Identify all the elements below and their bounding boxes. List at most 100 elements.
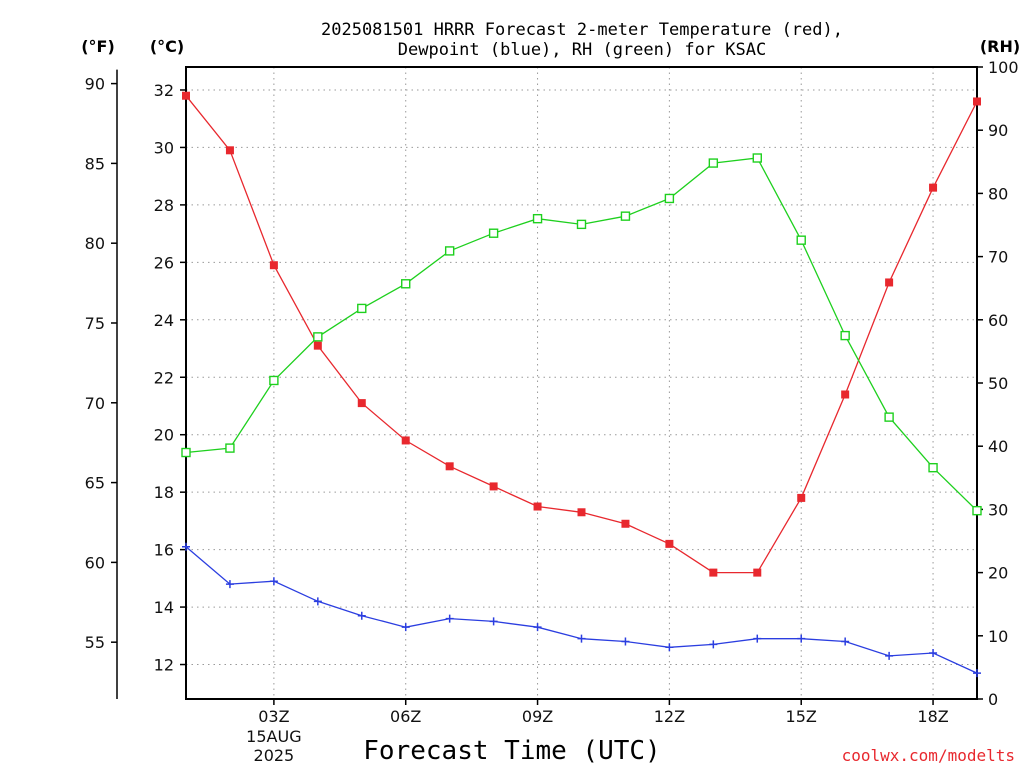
rh-tick-label: 80 — [988, 184, 1008, 203]
dewpoint-point — [489, 617, 498, 626]
temperature-point — [929, 183, 938, 192]
dewpoint-point — [577, 634, 586, 643]
fahrenheit-tick-label: 65 — [85, 474, 105, 493]
rh-series — [181, 153, 982, 516]
dewpoint-point — [973, 669, 981, 678]
fahrenheit-unit-label: (°F) — [81, 37, 115, 56]
x-tick-label: 15Z — [786, 707, 817, 726]
dewpoint-point — [665, 643, 674, 652]
celsius-tick-label: 14 — [154, 598, 174, 617]
temperature-point — [401, 436, 410, 445]
dewpoint-point — [182, 542, 190, 551]
dewpoint-point — [929, 649, 938, 658]
rh-point — [269, 375, 279, 386]
temperature-point — [709, 568, 718, 577]
x-tick-date-label: 15AUG — [246, 727, 301, 746]
fahrenheit-tick-label: 85 — [85, 154, 105, 173]
x-axis-label: Forecast Time (UTC) — [363, 736, 660, 766]
dewpoint-point — [445, 614, 454, 623]
chart-title: 2025081501 HRRR Forecast 2-meter Tempera… — [321, 20, 843, 60]
temperature-point — [621, 519, 630, 528]
fahrenheit-tick-label: 75 — [85, 314, 105, 333]
rh-point — [752, 153, 762, 163]
dewpoint-point — [533, 623, 542, 632]
dewpoint-line — [185, 546, 978, 674]
rh-point — [357, 303, 367, 314]
celsius-tick-label: 22 — [154, 368, 174, 387]
temperature-point — [665, 539, 674, 548]
celsius-tick-label: 24 — [154, 311, 174, 330]
rh-tick-label: 60 — [988, 311, 1008, 330]
celsius-tick-label: 26 — [154, 253, 174, 272]
rh-point — [532, 213, 543, 224]
chart-title-line-1: 2025081501 HRRR Forecast 2-meter Tempera… — [321, 20, 843, 40]
rh-tick-label: 50 — [988, 374, 1008, 393]
celsius-tick-label: 12 — [154, 656, 174, 675]
celsius-tick-label: 16 — [154, 541, 174, 560]
rh-tick-label: 20 — [988, 564, 1008, 583]
temperature-point — [577, 508, 586, 517]
x-tick-label: 12Z — [654, 707, 685, 726]
rh-point — [181, 447, 191, 458]
temperature-point — [797, 493, 806, 502]
rh-tick-label: 90 — [988, 121, 1008, 140]
temperature-point — [357, 399, 366, 408]
fahrenheit-tick-label: 80 — [85, 234, 105, 253]
celsius-tick-label: 30 — [154, 138, 174, 157]
rh-point — [972, 505, 982, 516]
rh-tick-label: 10 — [988, 627, 1008, 646]
temperature-point — [182, 91, 190, 100]
temperature-point — [489, 482, 498, 491]
rh-point — [225, 443, 235, 453]
dewpoint-point — [885, 651, 894, 660]
rh-point — [313, 332, 323, 342]
rh-point — [576, 219, 587, 230]
series-layer — [181, 91, 982, 678]
celsius-unit-label: (°C) — [150, 37, 184, 56]
dewpoint-series — [182, 542, 981, 678]
rh-point — [796, 235, 806, 245]
temperature-point — [269, 261, 278, 270]
x-tick-date-label: 2025 — [254, 746, 295, 765]
temperature-series — [182, 91, 981, 577]
dewpoint-point — [357, 611, 366, 620]
dewpoint-point — [225, 580, 234, 589]
rh-point — [708, 158, 719, 168]
rh-point — [884, 412, 894, 422]
rh-point — [401, 279, 411, 289]
temperature-point — [313, 341, 322, 350]
dewpoint-point — [621, 637, 630, 646]
dewpoint-point — [313, 597, 322, 606]
x-tick-label: 18Z — [917, 707, 948, 726]
temperature-point — [885, 278, 894, 287]
rh-point — [928, 462, 938, 473]
temperature-point — [445, 462, 454, 471]
temperature-point — [841, 390, 850, 399]
fahrenheit-tick-label: 60 — [85, 553, 105, 572]
dewpoint-point — [269, 577, 278, 586]
temperature-point — [753, 568, 762, 577]
rh-point — [444, 246, 455, 256]
rh-tick-label: 0 — [988, 690, 998, 709]
celsius-tick-label: 32 — [154, 81, 174, 100]
chart-title-line-2: Dewpoint (blue), RH (green) for KSAC — [398, 40, 766, 60]
fahrenheit-tick-label: 90 — [85, 75, 105, 94]
temperature-point — [225, 146, 234, 155]
dewpoint-point — [841, 637, 850, 646]
gridlines — [186, 67, 977, 699]
rh-point — [664, 193, 675, 204]
rh-point — [620, 211, 631, 221]
rh-unit-label: (RH) — [980, 37, 1020, 56]
x-tick-label: 06Z — [390, 707, 421, 726]
source-credit: coolwx.com/modelts — [842, 746, 1015, 765]
rh-line — [185, 157, 978, 512]
rh-tick-label: 100 — [988, 58, 1019, 77]
axes: 12 14 16 18 20 22 24 26 28 30 32 55 60 65 70 75 80 85 90 0 1… — [85, 58, 1019, 765]
fahrenheit-tick-label: 55 — [85, 633, 105, 652]
dewpoint-point — [709, 640, 718, 649]
rh-point — [840, 330, 850, 341]
temperature-line — [185, 95, 978, 574]
temperature-point — [533, 502, 542, 511]
rh-tick-label: 70 — [988, 248, 1008, 267]
